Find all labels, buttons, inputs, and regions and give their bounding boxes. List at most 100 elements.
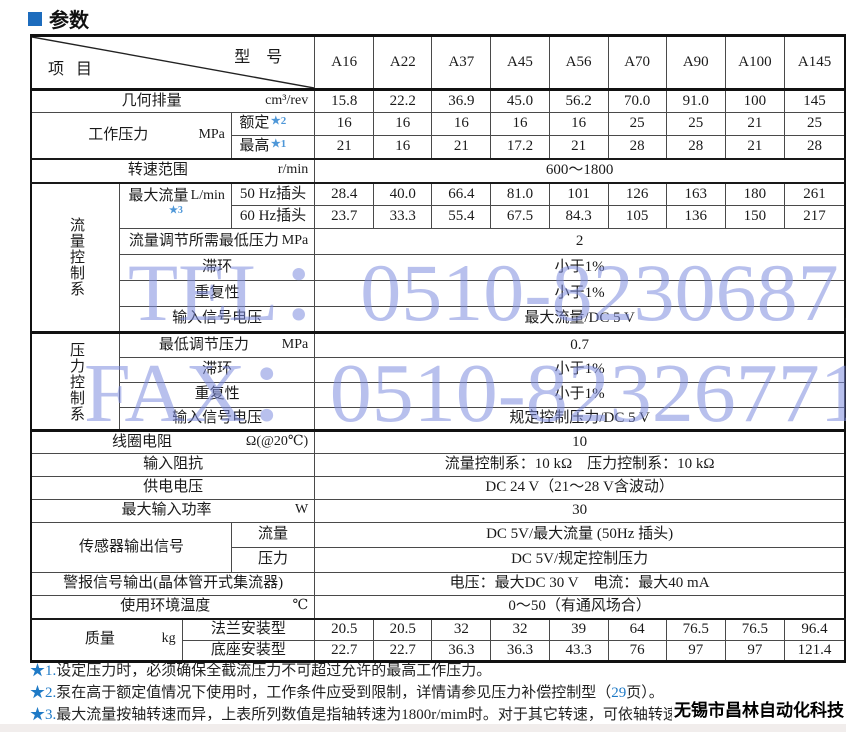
footnote-3: ★3.最大流量按轴转速而异，上表所列数值是指轴转速为1800r/mim时。对于其… <box>30 707 708 723</box>
row-flow-hysteresis: 滞环 小于1% <box>31 254 846 281</box>
hz60-label: 60 Hz插头 <box>230 205 316 229</box>
footnote-3-marker: ★3. <box>30 707 57 723</box>
diagonal-line <box>32 37 314 88</box>
value-cell: 261 <box>784 181 846 206</box>
coil-resistance-label: Ω(@20℃) 线圈电阻 <box>30 429 316 454</box>
page-title: 参数 <box>28 4 89 33</box>
value-cell: 100 <box>724 88 786 113</box>
row-mass-flange: kg 质量 法兰安装型 20.5 20.5 32 32 39 64 76.5 7… <box>30 617 846 662</box>
value-cell: 180 <box>724 181 786 206</box>
value-cell: 45.0 <box>490 88 550 113</box>
header-row: 型 号 项 目 A16 A22 A37 A45 A56 A70 A90 A100… <box>30 35 846 90</box>
value-cell: 17.2 <box>490 135 550 159</box>
supply-voltage-label: 供电电压 <box>30 476 316 500</box>
rated-pressure-label: ★2 额定 <box>230 112 316 136</box>
value-cell: 15.8 <box>314 88 375 113</box>
value-cell: 97 <box>665 640 726 662</box>
page-title-text: 参数 <box>49 10 89 32</box>
sensor-output-label: 传感器输出信号 <box>30 522 232 573</box>
flow-min-pressure-value: 2 <box>314 228 846 255</box>
value-cell: 20.5 <box>314 617 375 641</box>
model-header: A90 <box>665 35 726 90</box>
flow-control-group-label: 流量控制系 <box>30 181 120 333</box>
model-header: A37 <box>431 35 492 90</box>
value-cell: 96.4 <box>784 617 846 641</box>
value-cell: 91.0 <box>665 88 726 113</box>
value-cell: 76.5 <box>724 617 786 641</box>
value-cell: 28 <box>607 135 667 159</box>
model-header: A45 <box>490 35 550 90</box>
page-reference-link: 29 <box>611 685 627 701</box>
row-pressure-rated: MPa 工作压力 ★2 额定 16 16 16 16 16 25 25 21 2… <box>30 112 846 159</box>
footnote-2-marker: ★2. <box>30 685 57 701</box>
item-axis-label: 项 目 <box>48 60 97 78</box>
alarm-output-label: 警报信号输出(晶体管开式集流器) <box>30 572 316 596</box>
value-cell: 217 <box>784 205 846 229</box>
row-flow-min-pressure: MPa 流量调节所需最低压力 2 <box>31 228 846 255</box>
value-cell: 25 <box>665 112 726 136</box>
coil-resistance-value: 10 <box>314 429 846 454</box>
row-displacement: cm³/rev 几何排量 15.8 22.2 36.9 45.0 56.2 70… <box>30 88 846 113</box>
value-cell: 121.4 <box>784 640 846 662</box>
value-cell: 25 <box>607 112 667 136</box>
page-bottom-strip <box>0 724 846 732</box>
flow-min-pressure-label: MPa 流量调节所需最低压力 <box>118 228 316 255</box>
speed-range-label: r/min 转速范围 <box>30 157 316 183</box>
value-cell: 32 <box>490 617 550 641</box>
value-cell: 33.3 <box>373 205 433 229</box>
model-header: A145 <box>784 35 846 90</box>
value-cell: 56.2 <box>548 88 609 113</box>
footnote-marker: ★1 <box>270 138 287 151</box>
value-cell: 21 <box>724 112 786 136</box>
value-cell: 36.3 <box>490 640 550 662</box>
flow-repeatability-label: 重复性 <box>118 280 316 307</box>
value-cell: 21 <box>548 135 609 159</box>
model-header: A100 <box>724 35 786 90</box>
value-cell: 22.2 <box>373 88 433 113</box>
value-cell: 126 <box>607 181 667 206</box>
pressure-repeatability-label: 重复性 <box>118 382 316 408</box>
supply-voltage-value: DC 24 V（21～28 V含波动） <box>314 476 846 500</box>
value-cell: 22.7 <box>314 640 375 662</box>
model-header: A56 <box>548 35 609 90</box>
max-input-power-value: 30 <box>314 499 846 523</box>
value-cell: 105 <box>607 205 667 229</box>
row-flow-repeatability: 重复性 小于1% <box>31 280 846 307</box>
pressure-control-group-label: 压力控制系 <box>30 331 120 431</box>
pressure-repeatability-value: 小于1% <box>314 382 846 408</box>
sensor-pressure-label: 压力 <box>230 547 316 573</box>
max-flow-label: L/min 最大流量★3 <box>119 181 232 229</box>
value-cell: 150 <box>724 205 786 229</box>
input-impedance-value: 流量控制系：10 kΩ 压力控制系：10 kΩ <box>314 453 846 477</box>
row-sensor-pressure: 压力 DC 5V/规定控制压力 <box>31 547 846 573</box>
row-flow-input-signal: 输入信号电压 最大流量/DC 5 V <box>31 306 846 333</box>
value-cell: 81.0 <box>490 181 550 206</box>
value-cell: 76 <box>607 640 667 662</box>
value-cell: 28 <box>665 135 726 159</box>
value-cell: 67.5 <box>490 205 550 229</box>
max-pressure-label: ★1 最高 <box>230 135 316 159</box>
model-axis-label: 型 号 <box>234 49 289 66</box>
mass-label: kg 质量 <box>30 617 183 662</box>
row-pressure-max: ★1 最高 21 16 21 17.2 21 28 28 21 28 <box>31 135 846 159</box>
input-impedance-label: 输入阻抗 <box>30 453 316 477</box>
pressure-hysteresis-label: 滞环 <box>118 357 316 383</box>
value-cell: 16 <box>490 112 550 136</box>
footnote-marker: ★3 <box>168 204 183 216</box>
row-ambient-temp: ℃ 使用环境温度 0～50（有通风场合） <box>30 595 846 619</box>
value-cell: 39 <box>548 617 609 641</box>
value-cell: 84.3 <box>548 205 609 229</box>
pressure-min-adjust-label: MPa 最低调节压力 <box>118 331 316 358</box>
sensor-flow-value: DC 5V/最大流量 (50Hz 插头) <box>314 522 846 548</box>
max-input-power-label: W 最大输入功率 <box>30 499 316 523</box>
flow-input-signal-value: 最大流量/DC 5 V <box>314 306 846 333</box>
row-alarm-output: 警报信号输出(晶体管开式集流器) 电压：最大DC 30 V 电流：最大40 mA <box>30 572 846 596</box>
flow-repeatability-value: 小于1% <box>314 280 846 307</box>
model-header: A22 <box>373 35 433 90</box>
speed-range-value: 600～1800 <box>314 157 846 183</box>
hz50-label: 50 Hz插头 <box>230 181 316 206</box>
value-cell: 40.0 <box>373 181 433 206</box>
value-cell: 66.4 <box>431 181 492 206</box>
value-cell: 20.5 <box>373 617 433 641</box>
row-pressure-hysteresis: 滞环 小于1% <box>31 357 846 383</box>
